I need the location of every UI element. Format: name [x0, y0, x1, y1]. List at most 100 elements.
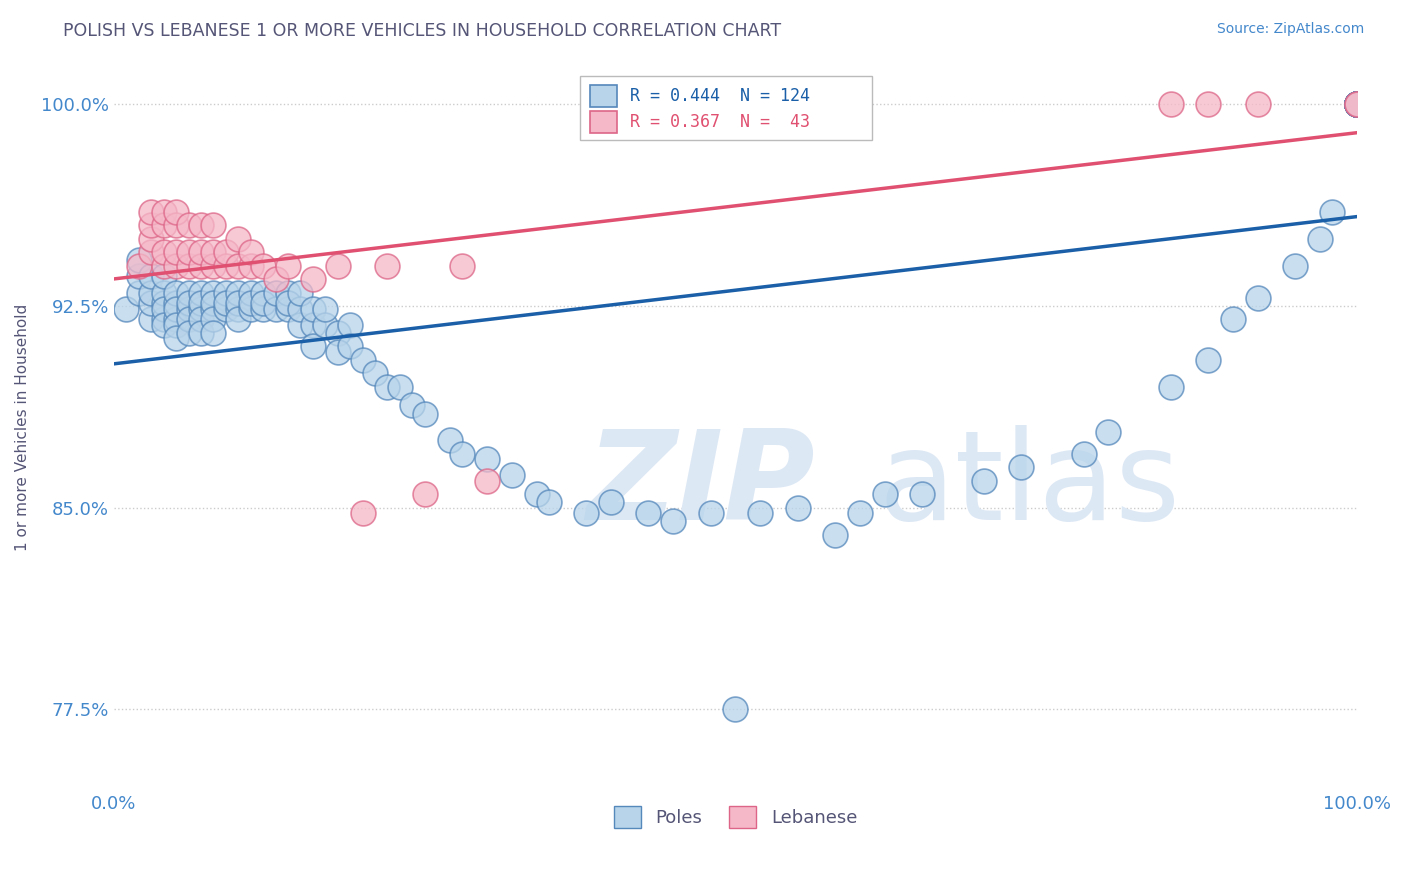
- Point: [1246, 291, 1268, 305]
- Point: [413, 487, 436, 501]
- Point: [202, 301, 225, 316]
- Point: [141, 312, 163, 326]
- Point: [239, 296, 262, 310]
- Point: [177, 301, 200, 316]
- Point: [264, 272, 287, 286]
- Point: [1346, 97, 1368, 112]
- Text: R = 0.444  N = 124: R = 0.444 N = 124: [630, 87, 810, 105]
- Point: [190, 259, 212, 273]
- Point: [1346, 97, 1368, 112]
- Point: [1284, 259, 1306, 273]
- Point: [252, 296, 274, 310]
- Point: [849, 506, 872, 520]
- Point: [239, 259, 262, 273]
- Point: [1346, 97, 1368, 112]
- Text: ZIP: ZIP: [586, 425, 815, 546]
- Point: [1097, 425, 1119, 440]
- Point: [215, 285, 238, 300]
- Y-axis label: 1 or more Vehicles in Household: 1 or more Vehicles in Household: [15, 303, 30, 550]
- Point: [537, 495, 560, 509]
- Point: [190, 245, 212, 260]
- Point: [1346, 97, 1368, 112]
- Point: [190, 301, 212, 316]
- Point: [326, 344, 349, 359]
- Point: [264, 285, 287, 300]
- Point: [302, 301, 325, 316]
- Point: [1346, 97, 1368, 112]
- Text: atlas: atlas: [879, 425, 1181, 546]
- Point: [749, 506, 772, 520]
- Legend: Poles, Lebanese: Poles, Lebanese: [606, 799, 865, 835]
- Point: [202, 245, 225, 260]
- Point: [152, 318, 174, 332]
- Point: [165, 285, 187, 300]
- Point: [128, 285, 150, 300]
- Point: [226, 285, 249, 300]
- Point: [290, 301, 312, 316]
- Point: [973, 474, 995, 488]
- Point: [152, 285, 174, 300]
- Point: [911, 487, 934, 501]
- Point: [202, 219, 225, 233]
- FancyBboxPatch shape: [581, 77, 872, 140]
- Point: [1346, 97, 1368, 112]
- Point: [575, 506, 598, 520]
- Point: [326, 326, 349, 340]
- Point: [177, 285, 200, 300]
- Point: [177, 245, 200, 260]
- Point: [388, 379, 411, 393]
- Point: [786, 500, 808, 515]
- Point: [526, 487, 548, 501]
- Point: [1309, 232, 1331, 246]
- Point: [190, 312, 212, 326]
- Point: [165, 245, 187, 260]
- Text: R = 0.367  N =  43: R = 0.367 N = 43: [630, 113, 810, 131]
- Point: [364, 366, 387, 380]
- Point: [1346, 97, 1368, 112]
- Bar: [591, 85, 617, 107]
- Point: [339, 318, 361, 332]
- Point: [190, 285, 212, 300]
- Point: [302, 318, 325, 332]
- Point: [202, 312, 225, 326]
- Point: [1346, 97, 1368, 112]
- Point: [277, 301, 299, 316]
- Point: [141, 245, 163, 260]
- Point: [152, 301, 174, 316]
- Point: [215, 301, 238, 316]
- Point: [600, 495, 623, 509]
- Point: [165, 318, 187, 332]
- Point: [252, 285, 274, 300]
- Point: [314, 301, 336, 316]
- Point: [302, 272, 325, 286]
- Point: [141, 205, 163, 219]
- Point: [141, 269, 163, 284]
- Point: [1222, 312, 1244, 326]
- Point: [215, 259, 238, 273]
- Point: [226, 232, 249, 246]
- Point: [177, 312, 200, 326]
- Point: [152, 205, 174, 219]
- Point: [202, 285, 225, 300]
- Point: [239, 245, 262, 260]
- Point: [165, 296, 187, 310]
- Point: [1346, 97, 1368, 112]
- Point: [177, 326, 200, 340]
- Point: [873, 487, 896, 501]
- Point: [215, 296, 238, 310]
- Point: [352, 352, 374, 367]
- Point: [724, 702, 747, 716]
- Point: [1346, 97, 1368, 112]
- Point: [202, 259, 225, 273]
- Point: [115, 301, 138, 316]
- Point: [152, 296, 174, 310]
- Point: [190, 326, 212, 340]
- Point: [302, 339, 325, 353]
- Point: [326, 259, 349, 273]
- Point: [190, 219, 212, 233]
- Point: [439, 434, 461, 448]
- Point: [290, 285, 312, 300]
- Point: [141, 285, 163, 300]
- Point: [339, 339, 361, 353]
- Point: [699, 506, 721, 520]
